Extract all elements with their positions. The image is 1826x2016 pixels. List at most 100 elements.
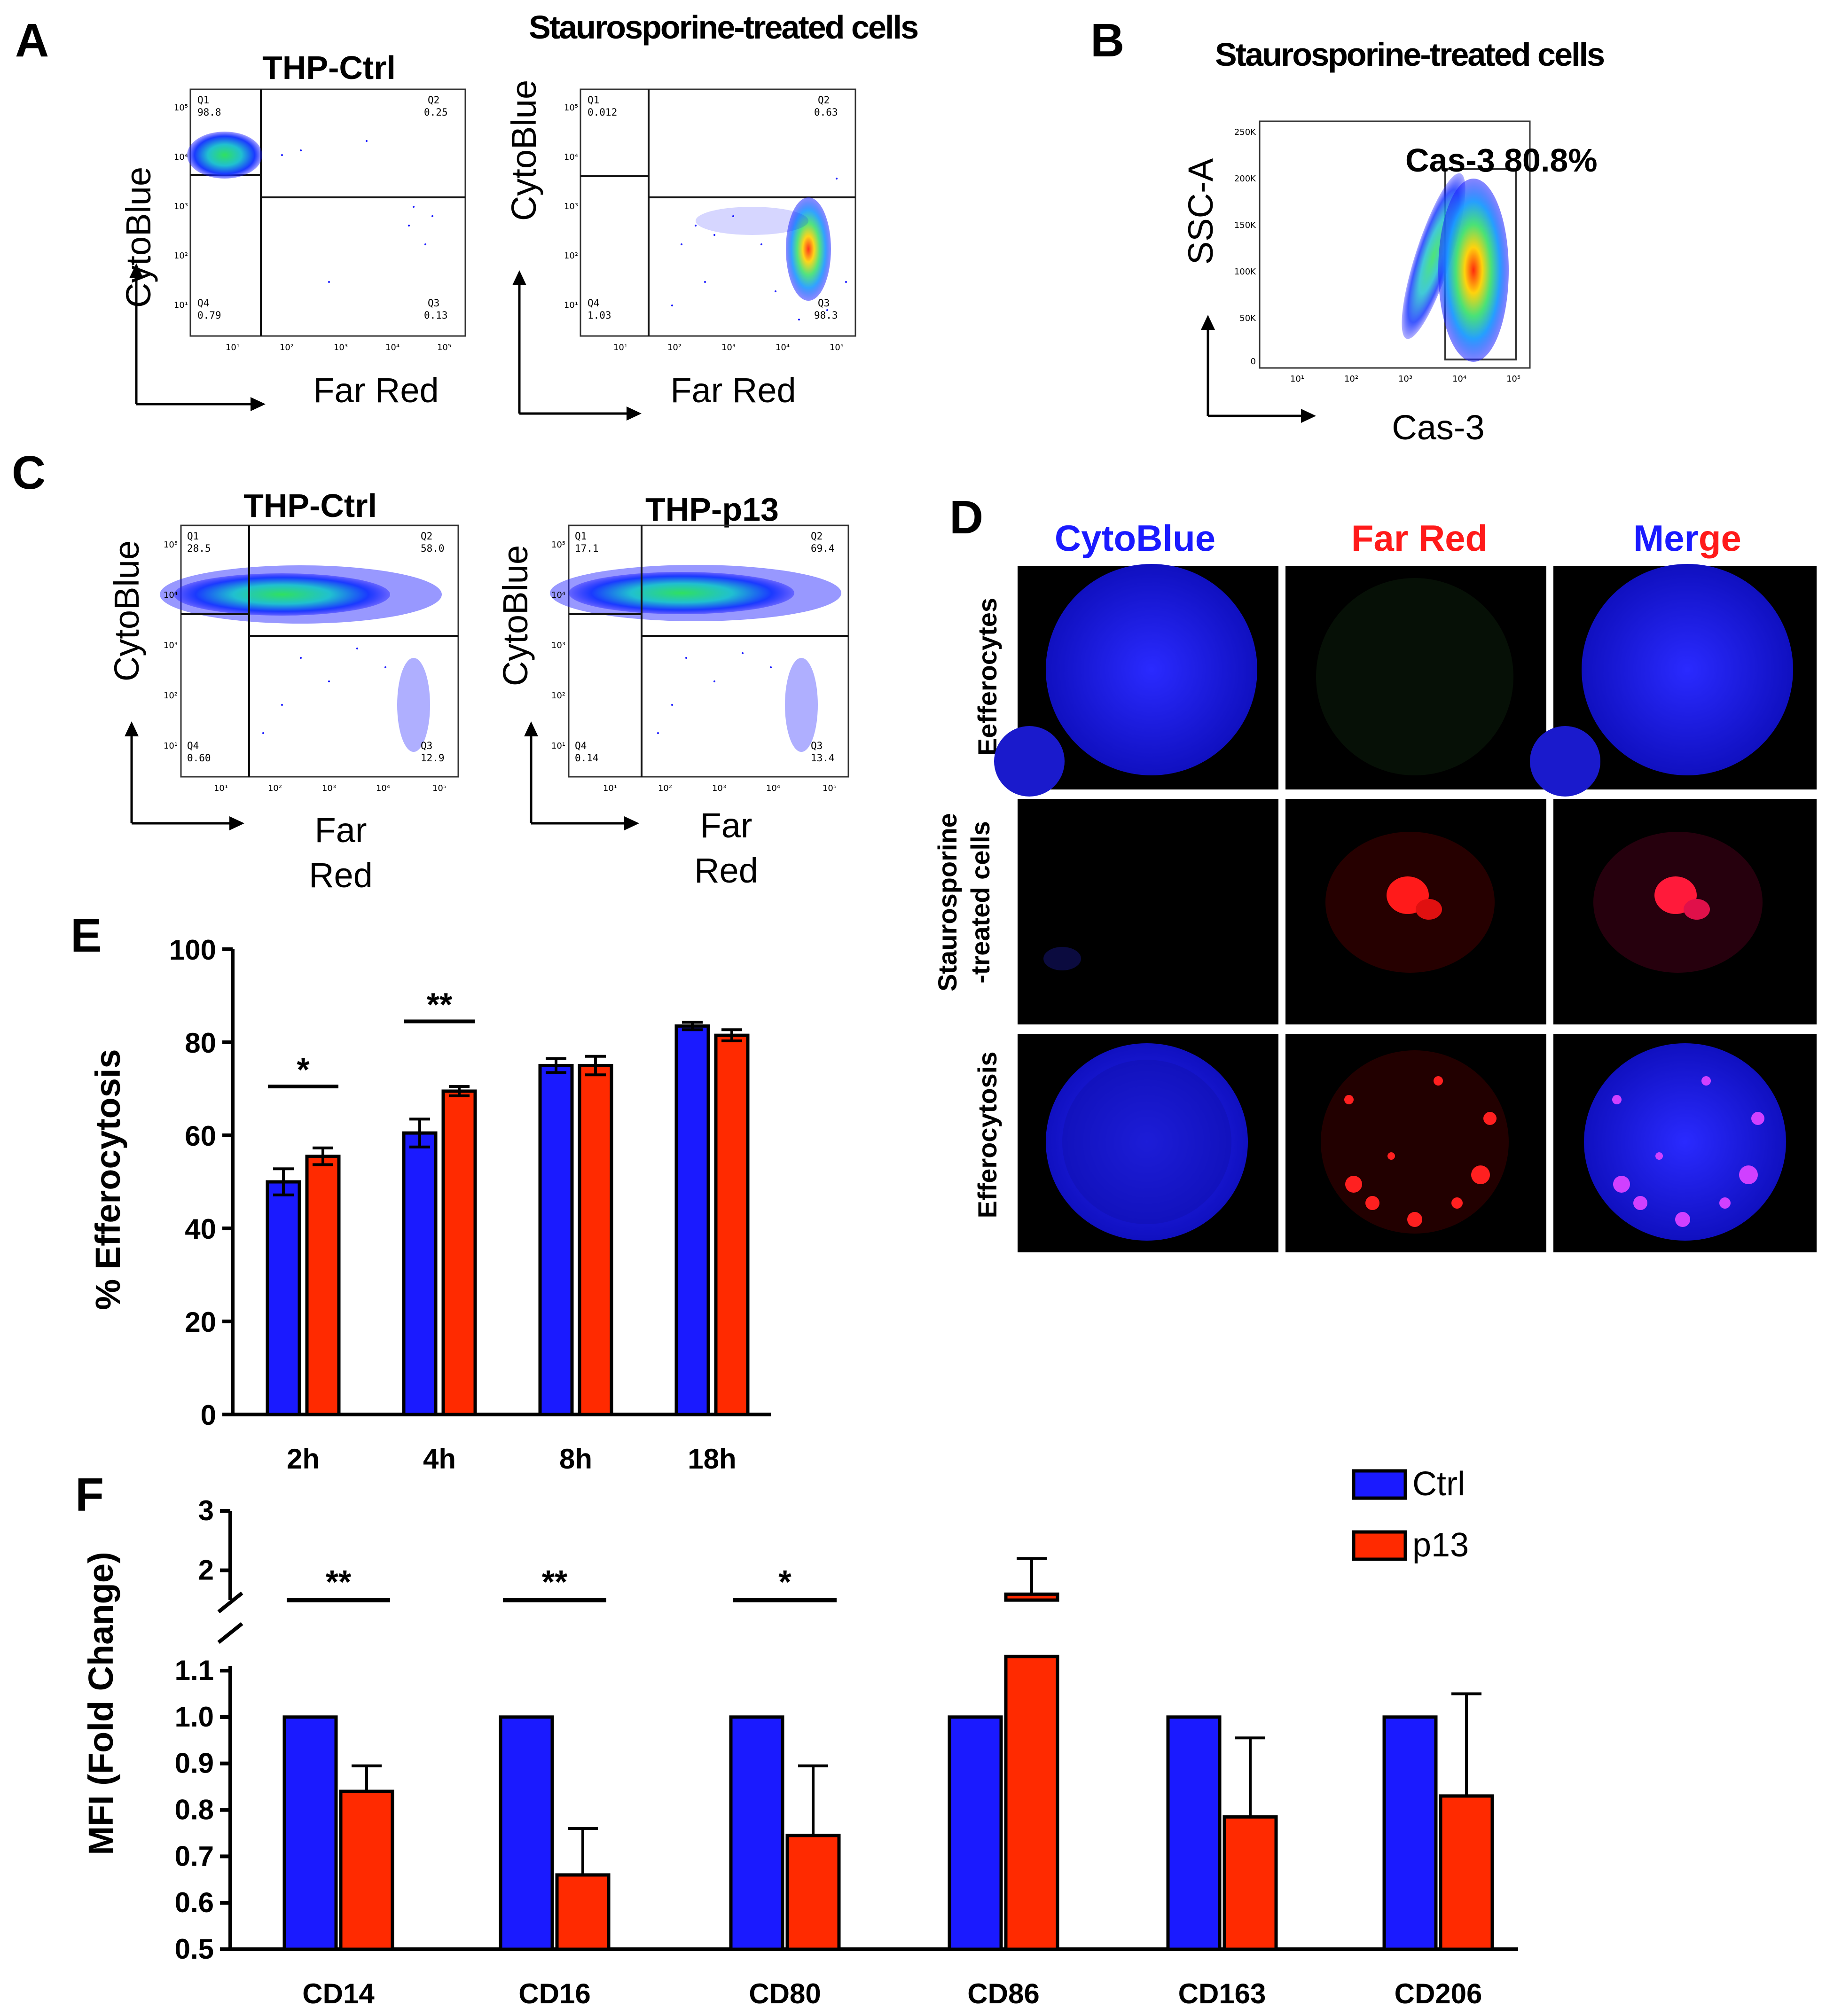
x-tick: 10³ [334, 343, 348, 352]
error-bar [721, 1028, 742, 1043]
column-header-merge: Merge [1633, 517, 1741, 559]
plot-frame [180, 524, 459, 778]
y-tick-label: 0.8 [175, 1794, 214, 1826]
error-bar [449, 1085, 470, 1097]
y-tick: 10⁴ [551, 590, 565, 600]
cell-population [174, 573, 390, 616]
quadrant-q4-value: 1.03 [588, 310, 611, 321]
row-label-efferocytosis: Efferocytosis [972, 1052, 1002, 1219]
panel-a-plot-staurosporine: Staurosporine-treated cells Q1 0.012 Q2 … [504, 9, 919, 421]
x-tick-label: CD16 [518, 1978, 590, 2009]
panel-label-f: F [75, 1469, 104, 1521]
bar-p13-2h [305, 1155, 341, 1416]
bar-p13-CD86-upper [1004, 1592, 1059, 1602]
significance-marker: * [297, 1051, 310, 1088]
panel-c-plot-thp-ctrl: THP-Ctrl Q1 28.5 Q2 58.0 Q3 12.9 Q4 0.60… [107, 487, 459, 895]
plot-title: THP-Ctrl [243, 487, 377, 524]
y-axis-label: % Efferocytosis [88, 1049, 127, 1310]
quadrant-q1-name: Q1 [197, 94, 209, 106]
cell-population [569, 572, 794, 614]
y-tick-label: 1.0 [175, 1701, 214, 1733]
x-tick-label: CD163 [1178, 1978, 1266, 2009]
y-tick: 10⁵ [164, 540, 178, 550]
quadrant-q1-name: Q1 [187, 531, 199, 542]
x-tick: 10² [280, 343, 294, 352]
plot-frame [1259, 120, 1531, 369]
significance-marker: ** [542, 1563, 568, 1600]
x-tick-label: 18h [688, 1443, 736, 1475]
plot-frame [189, 88, 466, 337]
error-bar [568, 1827, 598, 1875]
x-tick: 10¹ [603, 783, 617, 793]
y-axis-label: SSC-A [1181, 158, 1220, 265]
gate-percentage: Cas-3 80.8% [1405, 142, 1598, 179]
x-tick: 10¹ [613, 343, 627, 352]
x-tick: 10⁴ [766, 783, 780, 793]
image-staurosporine-merge [1553, 799, 1817, 1024]
quadrant-q3-value: 13.4 [811, 752, 835, 764]
column-header-cytoblue: CytoBlue [1055, 517, 1215, 559]
y-tick: 10⁵ [174, 103, 188, 113]
row-label-staurosporine-line1: Staurosporine [933, 813, 962, 992]
legend-label-p13: p13 [1412, 1526, 1469, 1564]
quadrant-q4-name: Q4 [197, 297, 209, 309]
y-tick: 10² [564, 251, 578, 261]
x-tick: 10⁵ [830, 343, 844, 352]
error-bar [1017, 1557, 1047, 1594]
quadrant-q4-name: Q4 [187, 740, 199, 751]
error-bar [1235, 1736, 1265, 1817]
error-bar [1451, 1692, 1481, 1796]
x-tick: 10² [667, 343, 682, 352]
x-axis-label-line2: Red [309, 856, 373, 895]
plot-title: Staurosporine-treated cells [529, 9, 919, 46]
error-bar [313, 1146, 333, 1166]
plot-title: THP-Ctrl [262, 49, 396, 86]
x-tick-label: 4h [423, 1443, 456, 1475]
x-tick-label: CD206 [1395, 1978, 1482, 2009]
bar-p13-CD163 [1223, 1815, 1278, 1951]
y-tick-label: 0 [201, 1399, 216, 1431]
error-bar [798, 1764, 828, 1836]
y-tick: 10³ [174, 202, 188, 211]
x-tick-label: CD80 [749, 1978, 821, 2009]
x-axis-label-line1: Far [315, 811, 367, 850]
plot-title: Staurosporine-treated cells [1215, 36, 1605, 73]
image-efferocytosis-cytoblue [1018, 1034, 1278, 1252]
y-tick-label: 3 [198, 1495, 214, 1526]
x-tick: 10⁵ [437, 343, 451, 352]
y-tick-label: 0.9 [175, 1748, 214, 1779]
y-tick-label: 0.6 [175, 1887, 214, 1918]
y-tick-label: 100 [169, 934, 216, 966]
y-tick: 10⁴ [174, 152, 188, 162]
panel-label-e: E [71, 909, 102, 962]
quadrant-q2-name: Q2 [818, 94, 830, 106]
bar-ctrl-CD206 [1382, 1715, 1438, 1951]
image-staurosporine-cytoblue [1018, 799, 1278, 1024]
y-tick: 10³ [164, 641, 178, 650]
quadrant-q2-name: Q2 [428, 94, 439, 106]
image-efferocytes-merge [1530, 564, 1817, 797]
quadrant-q4-value: 0.14 [575, 752, 599, 764]
cell-population [187, 132, 262, 179]
y-tick: 100K [1234, 267, 1256, 277]
y-tick: 10³ [551, 641, 565, 650]
y-tick: 10² [174, 251, 188, 261]
bar-ctrl-CD16 [499, 1715, 554, 1951]
y-tick: 10² [164, 691, 178, 701]
y-tick: 200K [1234, 174, 1256, 184]
panel-label-a: A [15, 14, 49, 67]
quadrant-q1-value: 17.1 [575, 543, 599, 554]
significance-marker: ** [427, 986, 453, 1023]
x-tick: 10⁵ [432, 783, 447, 793]
image-staurosporine-far-red [1285, 799, 1546, 1024]
row-label-staurosporine-line2: -treated cells [965, 821, 995, 984]
x-tick: 10⁴ [376, 783, 390, 793]
significance-marker: ** [326, 1563, 352, 1600]
legend-swatch-ctrl [1352, 1469, 1407, 1500]
legend-label-ctrl: Ctrl [1412, 1465, 1465, 1503]
bar-ctrl-18h [674, 1024, 710, 1416]
quadrant-q3-name: Q3 [811, 740, 823, 751]
y-tick: 10⁵ [564, 103, 578, 113]
error-bar [682, 1021, 703, 1031]
bar-ctrl-4h [402, 1131, 438, 1416]
